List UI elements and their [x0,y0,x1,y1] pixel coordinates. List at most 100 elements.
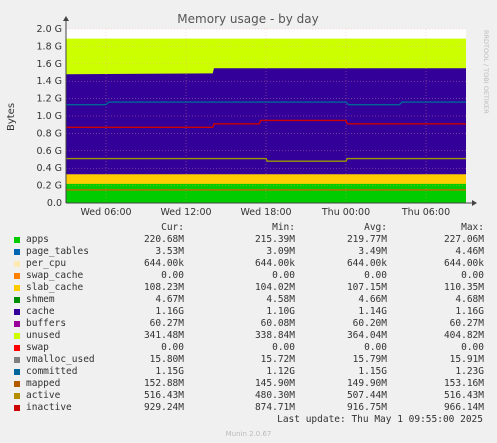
legend-max-value: 60.27M [449,318,484,329]
legend-max-value: 0.00 [461,270,484,281]
legend-min-value: 0.00 [272,270,295,281]
legend-max-value: 516.43M [443,390,484,401]
legend-cur-value: 1.15G [155,366,184,377]
y-tick-label: 0.6 G [37,146,63,157]
legend-label: per_cpu [26,258,67,269]
legend-row-vmalloc_used: vmalloc_used 15.80M 15.72M 15.79M 15.91M [12,354,492,366]
legend-avg-value: 60.20M [352,318,387,329]
legend: Cur: Min: Avg: Max: apps 220.68M 215.39M 21… [12,222,492,414]
legend-cur-value: 15.80M [149,354,184,365]
y-tick-label: 0.2 G [37,181,63,192]
plot-area: 0.0 0.2 G 0.4 G 0.6 G 0.8 G 1.0 G 1.2 G 1.4 G 1.… [37,16,477,218]
legend-min-value: 104.02M [254,282,295,293]
legend-label: slab_cache [26,282,84,293]
legend-swatch [14,261,20,267]
y-tick-label: 0.8 G [37,128,63,139]
legend-max-value: 15.91M [449,354,484,365]
legend-row-swap_cache: swap_cache 0.00 0.00 0.00 0.00 [12,270,492,282]
x-tick-label: Wed 12:00 [160,207,211,218]
legend-avg-value: 0.00 [364,342,387,353]
legend-avg-value: 4.66M [358,294,387,305]
legend-label: active [26,390,61,401]
legend-cur-value: 4.67M [155,294,184,305]
x-axis-arrow [472,200,477,206]
legend-avg-value: 644.00k [346,258,387,269]
legend-max-value: 110.35M [443,282,484,293]
line-inactive [66,119,466,128]
rrdtool-credit: RRDTOOL / TOBI OETIKER [482,30,490,114]
legend-min-value: 480.30M [254,390,295,401]
legend-cur-value: 341.48M [143,330,184,341]
header-avg: Avg: [364,222,387,233]
legend-avg-value: 507.44M [346,390,387,401]
area-apps [66,183,466,203]
y-tick-label: 0.4 G [37,163,63,174]
legend-row-committed: committed 1.15G 1.12G 1.15G 1.23G [12,366,492,378]
header-cur: Cur: [161,222,184,233]
legend-swatch [14,405,20,411]
legend-min-value: 215.39M [254,234,295,245]
legend-min-value: 15.72M [260,354,295,365]
legend-cur-value: 929.24M [143,402,184,413]
legend-swatch [14,321,20,327]
legend-rows: apps 220.68M 215.39M 219.77M 227.06M page_tab… [12,234,492,414]
legend-cur-value: 0.00 [161,270,184,281]
legend-max-value: 4.68M [455,294,484,305]
legend-swatch [14,393,20,399]
legend-min-value: 874.71M [254,402,295,413]
header-max: Max: [461,222,484,233]
y-tick-label: 1.6 G [37,59,63,70]
legend-avg-value: 364.04M [346,330,387,341]
legend-max-value: 4.46M [455,246,484,257]
line-committed [66,101,466,106]
legend-max-value: 1.23G [455,366,484,377]
legend-cur-value: 3.53M [155,246,184,257]
y-tick-label: 1.2 G [37,94,63,105]
legend-min-value: 145.90M [254,378,295,389]
legend-label: inactive [26,402,72,413]
legend-min-value: 4.58M [266,294,295,305]
y-tick-label: 2.0 G [37,24,63,35]
y-axis-label: Bytes [6,103,17,131]
legend-label: apps [26,234,49,245]
legend-label: unused [26,330,61,341]
legend-min-value: 1.10G [266,306,295,317]
legend-swatch [14,309,20,315]
chart-title: Memory usage - by day [177,12,318,26]
legend-header: Cur: Min: Avg: Max: [12,222,492,234]
legend-avg-value: 15.79M [352,354,387,365]
legend-max-value: 966.14M [443,402,484,413]
legend-min-value: 0.00 [272,342,295,353]
legend-row-slab_cache: slab_cache 108.23M 104.02M 107.15M 110.35M [12,282,492,294]
legend-min-value: 338.84M [254,330,295,341]
y-tick-label: 1.8 G [37,41,63,52]
x-tick-label: Thu 00:00 [321,207,370,218]
legend-row-page_tables: page_tables 3.53M 3.09M 3.49M 4.46M [12,246,492,258]
legend-min-value: 60.08M [260,318,295,329]
legend-max-value: 644.00k [443,258,484,269]
legend-max-value: 153.16M [443,378,484,389]
x-tick-label: Wed 06:00 [80,207,131,218]
legend-row-buffers: buffers 60.27M 60.08M 60.20M 60.27M [12,318,492,330]
last-update: Last update: Thu May 1 09:55:00 2025 [277,414,483,425]
legend-swatch [14,369,20,375]
legend-cur-value: 0.00 [161,342,184,353]
legend-swatch [14,249,20,255]
legend-row-apps: apps 220.68M 215.39M 219.77M 227.06M [12,234,492,246]
legend-label: page_tables [26,246,89,257]
legend-swatch [14,273,20,279]
memory-chart: Memory usage - by day Bytes RRDTOOL / TO… [6,12,490,218]
x-tick-label: Thu 06:00 [401,207,450,218]
legend-min-value: 3.09M [266,246,295,257]
legend-cur-value: 1.16G [155,306,184,317]
legend-avg-value: 1.15G [358,366,387,377]
legend-label: buffers [26,318,67,329]
legend-row-per_cpu: per_cpu 644.00k 644.00k 644.00k 644.00k [12,258,492,270]
legend-label: shmem [26,294,55,305]
legend-max-value: 404.82M [443,330,484,341]
legend-avg-value: 219.77M [346,234,387,245]
legend-row-cache: cache 1.16G 1.10G 1.14G 1.16G [12,306,492,318]
legend-cur-value: 516.43M [143,390,184,401]
x-tick-label: Wed 18:00 [240,207,291,218]
